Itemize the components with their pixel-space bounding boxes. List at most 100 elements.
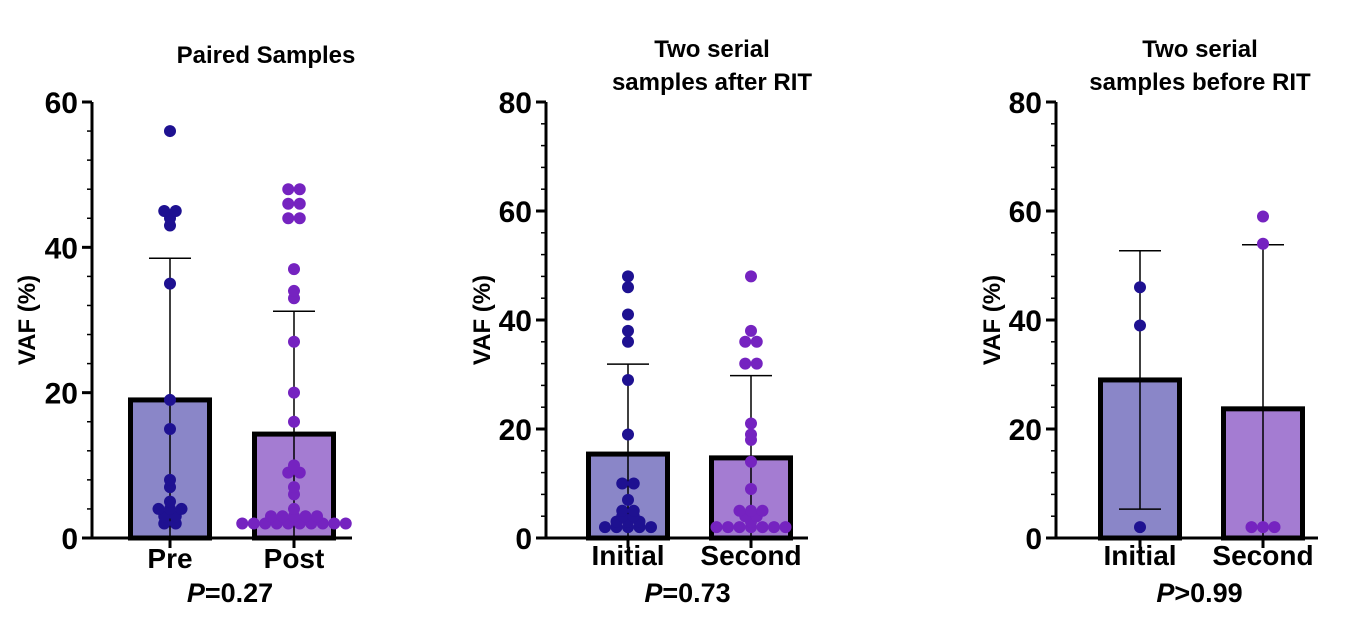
data-point	[750, 357, 763, 370]
data-point	[616, 504, 629, 517]
data-point	[288, 502, 300, 515]
data-point	[1257, 521, 1269, 534]
data-point	[745, 482, 757, 495]
data-point	[293, 183, 306, 196]
x-tick-label: Second	[700, 540, 801, 571]
data-point	[745, 504, 757, 517]
data-point	[1257, 237, 1269, 250]
p-value-number: >0.99	[1174, 578, 1242, 608]
data-point	[1134, 319, 1146, 332]
data-point	[236, 517, 249, 530]
chart-title-line: samples after RIT	[612, 69, 812, 96]
x-tick-label: Post	[264, 543, 325, 574]
y-tick-label: 60	[1009, 196, 1042, 229]
data-point	[750, 335, 763, 348]
data-point	[622, 493, 634, 506]
data-point	[158, 205, 171, 217]
data-point	[299, 510, 312, 523]
data-point	[710, 521, 723, 534]
p-value-label: P=0.73	[644, 578, 730, 608]
data-point	[1268, 521, 1281, 534]
data-point	[328, 517, 341, 530]
data-point	[164, 393, 176, 406]
data-point	[288, 335, 300, 348]
x-tick-label: Initial	[1103, 540, 1176, 571]
data-point	[164, 423, 176, 435]
data-point	[756, 504, 769, 517]
data-point	[164, 125, 176, 138]
data-point	[1257, 210, 1269, 223]
y-tick-label: 40	[499, 305, 532, 338]
p-value-symbol: P	[187, 578, 206, 608]
data-point	[733, 504, 746, 517]
data-point	[339, 517, 352, 530]
y-tick-label: 60	[45, 87, 78, 120]
data-point	[622, 373, 634, 386]
y-axis-label: VAF (%)	[469, 275, 496, 365]
data-point	[756, 521, 769, 534]
chart-title-line: samples before RIT	[1089, 69, 1311, 96]
y-tick-label: 20	[1009, 414, 1042, 447]
y-tick-label: 80	[499, 87, 532, 120]
data-point	[293, 212, 306, 225]
data-point	[1134, 281, 1146, 294]
data-point	[288, 386, 300, 399]
y-tick-label: 40	[45, 232, 78, 265]
y-tick-label: 20	[45, 378, 78, 411]
data-point	[622, 270, 634, 283]
data-point	[1134, 521, 1146, 534]
x-tick-label: Second	[1212, 540, 1313, 571]
data-point	[745, 455, 757, 468]
data-point	[164, 277, 176, 290]
p-value-symbol: P	[1156, 578, 1175, 608]
y-tick-label: 20	[499, 414, 532, 447]
data-point	[622, 308, 634, 321]
data-point	[627, 477, 640, 490]
data-point	[745, 270, 757, 283]
y-tick-label: 0	[515, 523, 532, 556]
data-point	[288, 263, 300, 276]
data-point	[622, 281, 634, 294]
data-point	[288, 459, 300, 472]
y-tick-label: 0	[61, 523, 78, 556]
data-point	[622, 335, 634, 348]
chart-title-line: Two serial	[1142, 36, 1258, 63]
x-tick-label: Pre	[147, 543, 192, 574]
data-point	[169, 205, 182, 217]
data-point	[152, 502, 165, 515]
data-point	[288, 415, 300, 428]
data-point	[645, 521, 657, 534]
y-axis-label: VAF (%)	[14, 275, 41, 365]
data-point	[599, 521, 611, 534]
data-point	[293, 197, 306, 210]
data-point	[722, 521, 734, 534]
p-value-number: =0.73	[662, 578, 730, 608]
p-value-label: P>0.99	[1156, 578, 1242, 608]
data-point	[247, 517, 260, 530]
data-point	[164, 473, 176, 486]
p-value-number: =0.27	[205, 578, 273, 608]
data-point	[616, 477, 629, 490]
data-point	[622, 428, 634, 441]
data-point	[622, 324, 634, 337]
y-tick-label: 60	[499, 196, 532, 229]
data-point	[733, 521, 746, 534]
data-point	[627, 504, 640, 517]
y-tick-label: 40	[1009, 305, 1042, 338]
y-tick-label: 80	[1009, 87, 1042, 120]
data-point	[282, 183, 295, 196]
data-point	[288, 481, 300, 494]
data-point	[265, 510, 277, 523]
y-axis-label: VAF (%)	[979, 275, 1006, 365]
data-point	[779, 521, 792, 534]
p-value-symbol: P	[644, 578, 663, 608]
panel-2: Two serial samples after RIT VAF (%) 0 20 40 6…	[469, 36, 812, 608]
data-point	[175, 502, 188, 515]
data-point	[739, 335, 752, 348]
y-tick-label: 0	[1025, 523, 1042, 556]
data-point	[288, 284, 300, 297]
data-point	[1245, 521, 1258, 534]
data-point	[164, 495, 176, 508]
data-point	[739, 357, 752, 370]
